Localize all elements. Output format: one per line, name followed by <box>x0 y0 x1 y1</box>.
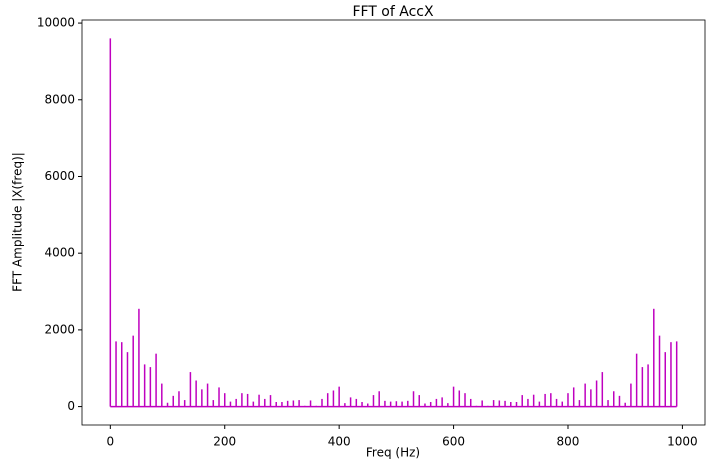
y-tick-label: 8000 <box>44 92 75 106</box>
x-tick-label: 1000 <box>667 435 698 449</box>
x-tick-label: 0 <box>106 435 114 449</box>
x-tick-label: 400 <box>328 435 351 449</box>
x-tick-label: 800 <box>557 435 580 449</box>
y-tick-label: 10000 <box>37 16 75 30</box>
plot-frame <box>81 19 706 426</box>
y-tick-label: 2000 <box>44 322 75 336</box>
x-tick-label: 200 <box>213 435 236 449</box>
x-axis-label: Freq (Hz) <box>366 446 420 460</box>
x-tick-label: 600 <box>442 435 465 449</box>
y-axis-label: FFT Amplitude |X(freq)| <box>11 152 25 292</box>
chart-title: FFT of AccX <box>352 4 434 20</box>
y-tick-label: 0 <box>67 399 75 413</box>
y-tick-label: 6000 <box>44 169 75 183</box>
y-tick-label: 4000 <box>44 246 75 260</box>
